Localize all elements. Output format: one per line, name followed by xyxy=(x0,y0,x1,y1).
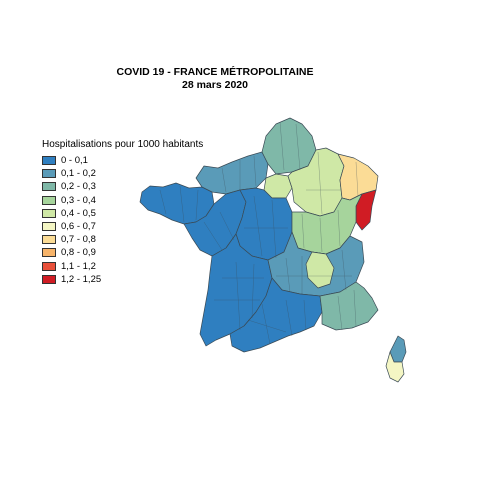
legend-item: 0,1 - 0,2 xyxy=(42,167,203,180)
region-corse-du-sud xyxy=(385,351,405,383)
legend-swatch xyxy=(42,222,56,232)
legend-swatch xyxy=(42,235,56,245)
legend-title: Hospitalisations pour 1000 habitants xyxy=(42,139,204,150)
legend-swatch xyxy=(42,156,56,166)
legend-label: 0,4 - 0,5 xyxy=(61,207,96,219)
legend-item: 0,8 - 0,9 xyxy=(42,246,203,259)
legend-swatch xyxy=(42,182,56,192)
legend-item: 0,3 - 0,4 xyxy=(42,194,203,207)
legend-swatch xyxy=(42,248,56,258)
legend-item: 0,2 - 0,3 xyxy=(42,180,203,193)
legend-item: 1,1 - 1,2 xyxy=(42,260,203,273)
region-normandie xyxy=(195,151,269,195)
legend-item: 0 - 0,1 xyxy=(42,154,203,167)
legend-label: 0,6 - 0,7 xyxy=(61,221,96,233)
region-centre xyxy=(235,187,293,261)
legend-swatch xyxy=(42,274,56,284)
legend-item: 0,4 - 0,5 xyxy=(42,207,203,220)
legend-item: 0,6 - 0,7 xyxy=(42,220,203,233)
legend-label: 0,7 - 0,8 xyxy=(61,234,96,246)
legend-item: 0,7 - 0,8 xyxy=(42,233,203,246)
region-hauts-de-france xyxy=(261,117,317,175)
legend-label: 1,2 - 1,25 xyxy=(61,273,102,285)
department-boundaries xyxy=(159,121,359,345)
legend-swatch xyxy=(42,169,56,179)
legend-swatch xyxy=(42,208,56,218)
region-rhone xyxy=(305,251,335,289)
legend: Hospitalisations pour 1000 habitants 0 -… xyxy=(42,139,203,286)
legend-label: 0,8 - 0,9 xyxy=(61,247,96,259)
legend-items: 0 - 0,1 0,1 - 0,2 0,2 - 0,3 0,3 - 0,4 0,4 - … xyxy=(42,154,203,286)
legend-label: 0,3 - 0,4 xyxy=(61,194,96,206)
map-title-line-2: 28 mars 2020 xyxy=(182,79,248,91)
map-title: COVID 19 - FRANCE MÉTROPOLITAINE 28 mars… xyxy=(0,66,430,92)
legend-item: 1,2 - 1,25 xyxy=(42,273,203,286)
map-title-line-1: COVID 19 - FRANCE MÉTROPOLITAINE xyxy=(116,66,314,78)
legend-label: 0,2 - 0,3 xyxy=(61,181,96,193)
legend-swatch xyxy=(42,195,56,205)
legend-label: 0 - 0,1 xyxy=(61,155,88,167)
legend-label: 0,1 - 0,2 xyxy=(61,168,96,180)
region-paca xyxy=(319,281,379,331)
legend-swatch xyxy=(42,261,56,271)
legend-label: 1,1 - 1,2 xyxy=(61,260,96,272)
